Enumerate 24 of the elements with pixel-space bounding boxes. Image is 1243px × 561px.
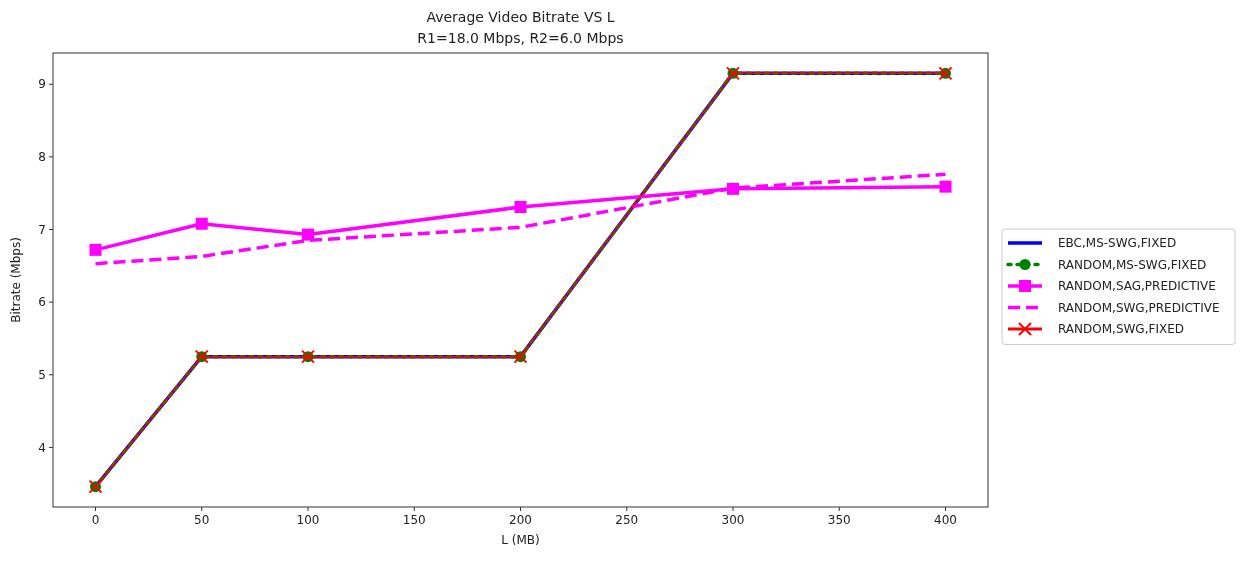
y-axis-title: Bitrate (Mbps): [9, 237, 23, 323]
chart-title: Average Video Bitrate VS L: [426, 9, 615, 25]
x-tick-label: 0: [91, 513, 100, 527]
x-tick-label: 100: [296, 513, 320, 527]
y-tick-label: 8: [38, 150, 46, 165]
legend-label: RANDOM,SWG,PREDICTIVE: [1058, 300, 1220, 315]
y-tick-label: 6: [38, 295, 46, 310]
y-tick-label: 7: [38, 222, 46, 237]
x-tick-label: 200: [509, 513, 532, 527]
legend-label: RANDOM,SWG,FIXED: [1058, 322, 1184, 337]
y-tick-label: 9: [38, 77, 46, 92]
legend-label: RANDOM,MS-SWG,FIXED: [1058, 257, 1207, 272]
x-tick-label: 150: [402, 513, 426, 527]
x-tick-label: 350: [827, 513, 851, 527]
legend-label: EBC,MS-SWG,FIXED: [1058, 236, 1177, 251]
chart-subtitle: R1=18.0 Mbps, R2=6.0 Mbps: [417, 30, 624, 46]
x-tick-label: 400: [934, 513, 957, 527]
y-tick-label: 4: [38, 440, 46, 455]
y-tick-label: 5: [38, 368, 46, 382]
x-tick-label: 300: [721, 513, 745, 527]
x-axis-title: L (MB): [501, 533, 540, 547]
x-tick-label: 50: [194, 513, 210, 527]
x-tick-label: 250: [615, 513, 639, 527]
legend-label: RANDOM,SAG,PREDICTIVE: [1058, 279, 1216, 294]
